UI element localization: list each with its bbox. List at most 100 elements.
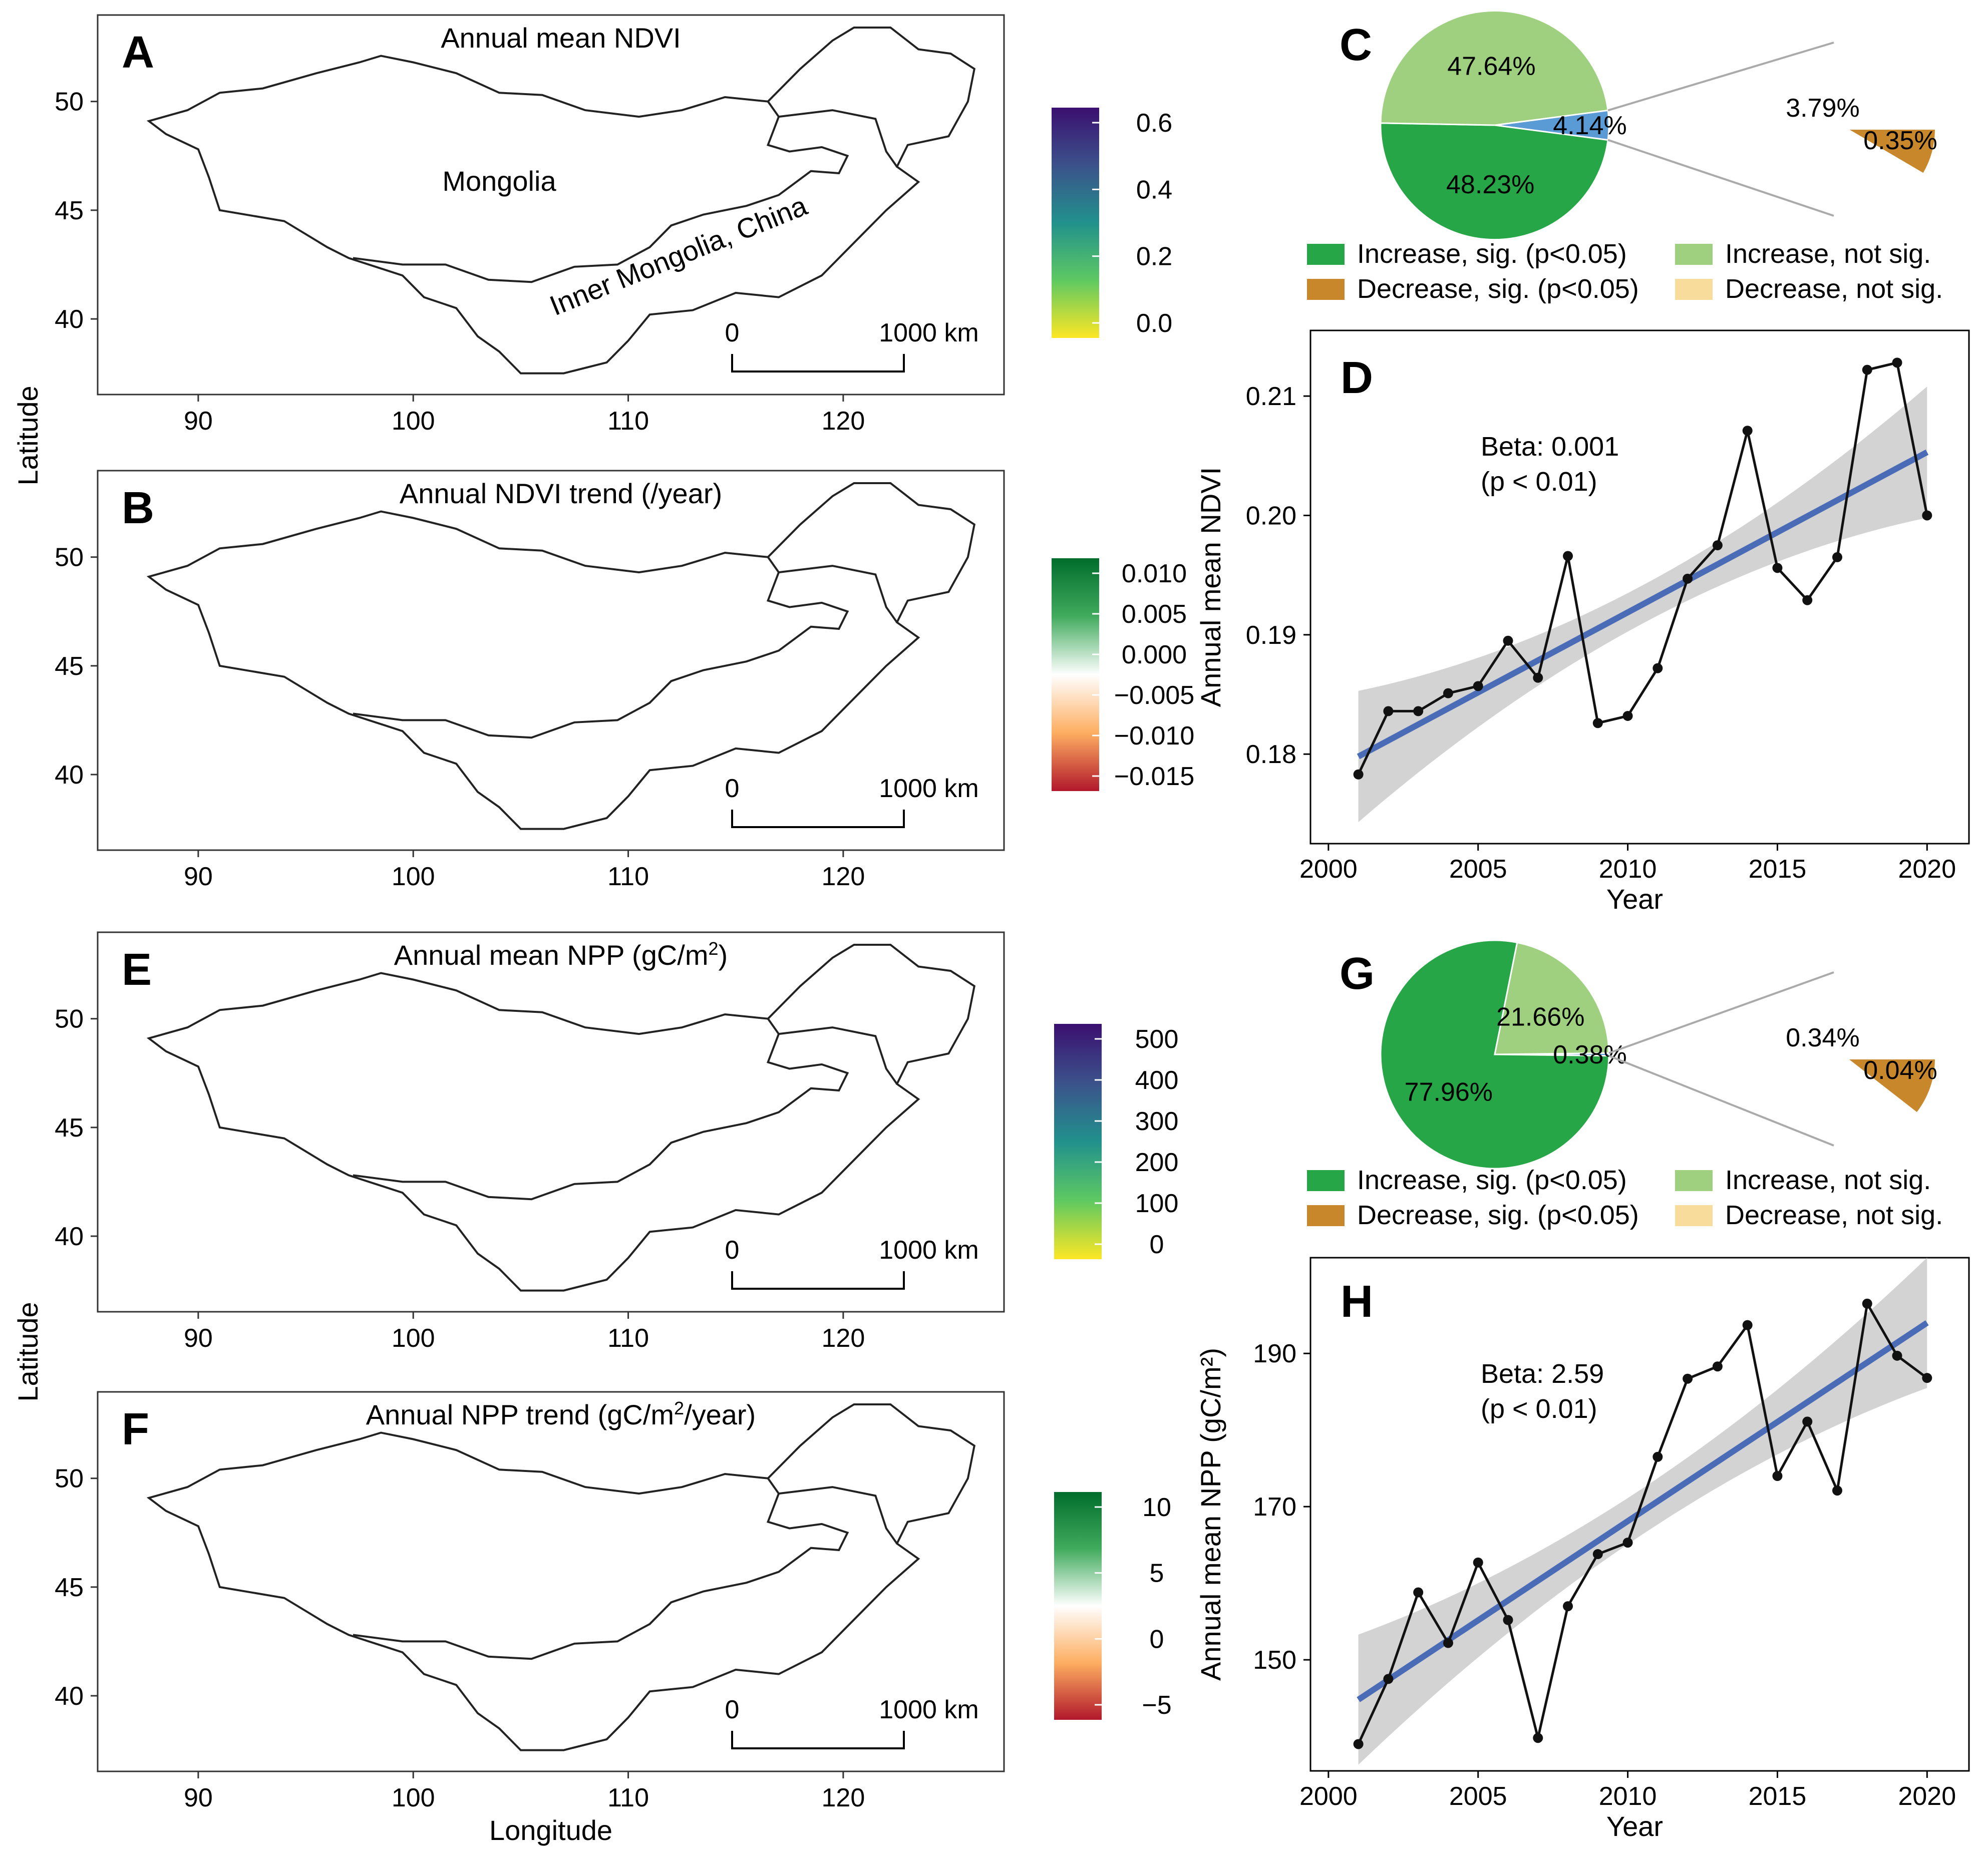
data-point [1742, 1320, 1753, 1330]
data-point [1772, 563, 1783, 573]
data-point [1652, 663, 1663, 673]
x-tick-label: 110 [607, 407, 649, 436]
x-tick-label: 100 [392, 862, 435, 891]
scale-bar [731, 810, 905, 828]
data-point [1832, 1485, 1842, 1496]
data-point [1383, 706, 1394, 716]
colorbar-tick-label: 400 [1135, 1066, 1179, 1095]
legend-swatch [1307, 279, 1345, 300]
legend-swatch [1307, 1205, 1345, 1226]
x-tick-label: 110 [607, 1324, 649, 1353]
x-tick-label: 2010 [1599, 855, 1657, 884]
data-point [1592, 718, 1603, 728]
colorbar-tick-label: 0.005 [1122, 600, 1187, 629]
data-point [1413, 706, 1424, 716]
line-chart-H: 2000 2005 2010 2015 2020 150 170 190 Year Annual … [1195, 1257, 1970, 1842]
data-point [1683, 1373, 1693, 1384]
colorbar-tick-label: 0 [1150, 1230, 1164, 1259]
legend-entry: Increase, sig. (p<0.05) [1307, 239, 1627, 269]
colorbar [1054, 1024, 1102, 1259]
map-xlabel: Longitude [489, 1814, 612, 1846]
data-point [1503, 635, 1513, 646]
pie-slice [1846, 129, 1936, 174]
x-tick-label: 2020 [1898, 1782, 1956, 1811]
x-tick-label: 110 [607, 862, 649, 891]
legend-entry: Decrease, not sig. [1675, 1200, 1943, 1230]
legend-entry: Increase, not sig. [1675, 239, 1931, 269]
data-point [1473, 1557, 1483, 1568]
x-tick-label: 120 [822, 862, 865, 891]
region-label-inner-mongolia: Inner Mongolia, China [545, 189, 812, 321]
map-panel-F: Annual NPP trend (gC/m2/year) F 0 1000 km 90… [55, 1391, 1172, 1812]
legend-label: Increase, not sig. [1725, 239, 1931, 269]
x-tick-label: 120 [822, 1783, 865, 1812]
colorbar-tick-label: 0.4 [1136, 175, 1172, 204]
p-value-annotation: (p < 0.01) [1481, 467, 1597, 497]
x-tick-label: 2005 [1449, 855, 1507, 884]
scale-bar [731, 1731, 905, 1749]
y-tick-label: 50 [55, 543, 84, 572]
data-point [1592, 1549, 1603, 1560]
panel-letter: C [1340, 20, 1372, 70]
colorbar-tick-label: 0.2 [1136, 242, 1172, 271]
data-point [1622, 710, 1633, 721]
data-point [1533, 672, 1543, 683]
legend-label: Increase, sig. (p<0.05) [1357, 1165, 1627, 1195]
scale-start-label: 0 [725, 1236, 740, 1265]
pie-slice-label: 4.14% [1553, 111, 1626, 140]
pie-panel-C: C 47.64% 4.14% 48.23% 3.79%0.35% Increase, si… [1307, 10, 1943, 304]
x-tick-label: 2015 [1749, 855, 1807, 884]
legend-entry: Decrease, not sig. [1675, 274, 1943, 304]
pie-slice-label: 0.04% [1863, 1056, 1937, 1085]
y-tick-label: 0.21 [1246, 382, 1296, 411]
legend-entry: Increase, sig. (p<0.05) [1307, 1165, 1627, 1195]
map-frame [97, 470, 1005, 851]
province-border [778, 565, 898, 623]
data-point [1652, 1451, 1663, 1462]
map-frame [97, 931, 1005, 1313]
map-frame [97, 14, 1005, 396]
country-border [353, 1018, 849, 1201]
data-point [1892, 1350, 1902, 1361]
x-axis-label: Year [1606, 883, 1663, 915]
country-border [353, 1477, 849, 1660]
map-panel-B: Annual NDVI trend (/year) B 0 1000 km 90 100 1… [55, 470, 1195, 891]
data-series-line [1357, 1300, 1928, 1745]
pie-slice-label: 77.96% [1405, 1078, 1493, 1107]
x-axis-label: Year [1606, 1810, 1663, 1842]
data-point [1622, 1538, 1633, 1548]
pie-slice [1846, 1058, 1936, 1113]
colorbar-tick-label: 100 [1135, 1189, 1179, 1218]
panel-letter: B [122, 483, 154, 533]
data-point [1383, 1674, 1394, 1684]
legend-entry: Decrease, sig. (p<0.05) [1307, 274, 1639, 304]
trend-line [1357, 449, 1929, 760]
data-point [1832, 552, 1842, 562]
scale-start-label: 0 [725, 318, 740, 347]
colorbar-tick-label: −0.005 [1114, 681, 1195, 710]
data-point [1473, 681, 1483, 691]
country-border [353, 556, 849, 739]
x-tick-label: 90 [184, 1783, 213, 1812]
data-point [1443, 688, 1453, 698]
plot-frame [1309, 329, 1970, 845]
y-tick-label: 50 [55, 1464, 84, 1494]
data-point [1862, 1298, 1872, 1309]
x-tick-label: 100 [392, 1324, 435, 1353]
map-panel-E: Annual mean NPP (gC/m2) E 0 1000 km 90 100 110… [55, 931, 1179, 1353]
data-point [1772, 1471, 1783, 1481]
beta-annotation: Beta: 0.001 [1481, 432, 1619, 462]
panel-letter: D [1341, 353, 1373, 403]
data-point [1802, 1416, 1813, 1427]
pie-slice-label: 47.64% [1447, 52, 1535, 81]
study-region [146, 944, 976, 1292]
data-point [1443, 1638, 1453, 1648]
map-title: Annual mean NPP (gC/m2) [394, 938, 728, 971]
data-point [1503, 1615, 1513, 1625]
study-region [146, 482, 976, 830]
y-axis-label: Annual mean NDVI [1195, 467, 1226, 707]
map-ylabel-bottom: Latitude [12, 1302, 44, 1401]
pie-slice [1380, 10, 1609, 126]
colorbar-tick-label: 300 [1135, 1107, 1179, 1136]
